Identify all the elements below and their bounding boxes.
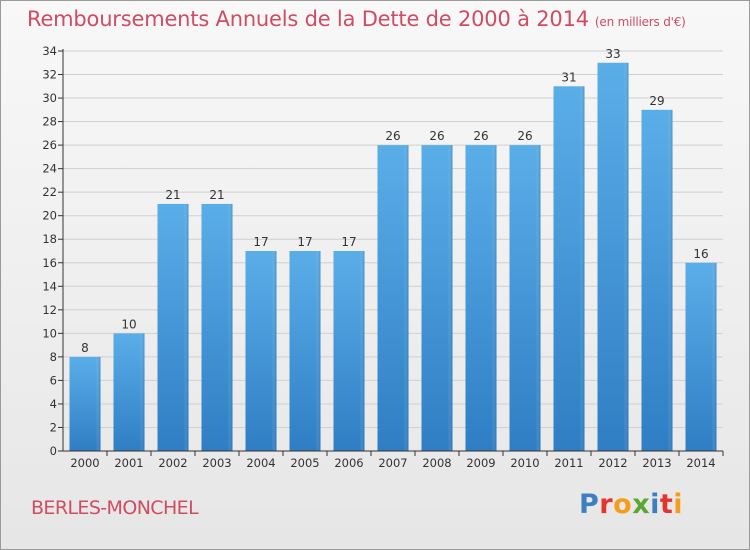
logo-letter: i <box>650 489 660 520</box>
logo-letter: t <box>659 489 674 520</box>
y-tick-label: 22 <box>42 185 57 199</box>
x-tick-label: 2011 <box>554 456 583 470</box>
bar-shade-2005 <box>289 251 321 451</box>
logo-letter: i <box>673 489 684 520</box>
value-label: 33 <box>605 47 620 61</box>
bar-shade-2009 <box>465 145 497 451</box>
value-label: 31 <box>561 70 576 84</box>
x-tick-label: 2003 <box>202 456 231 470</box>
proxiti-logo: Proxiti <box>579 489 683 520</box>
bar-shade-2000 <box>69 356 101 451</box>
value-label: 16 <box>693 247 708 261</box>
y-tick-label: 14 <box>42 279 57 293</box>
x-tick-label: 2012 <box>598 456 627 470</box>
y-tick-label: 18 <box>42 232 57 246</box>
x-tick-label: 2013 <box>642 456 671 470</box>
x-tick-label: 2007 <box>378 456 407 470</box>
y-tick-label: 0 <box>50 444 57 458</box>
logo-letter: P <box>579 489 600 520</box>
y-tick-label: 8 <box>50 350 57 364</box>
x-tick-label: 2000 <box>70 456 99 470</box>
y-tick-label: 10 <box>42 326 57 340</box>
bar-shade-2001 <box>113 333 145 451</box>
value-label: 21 <box>165 188 180 202</box>
x-tick-label: 2002 <box>158 456 187 470</box>
chart-unit-label: (en milliers d'€) <box>594 15 686 29</box>
x-tick-label: 2014 <box>686 456 715 470</box>
y-tick-label: 4 <box>50 397 57 411</box>
bar-shade-2010 <box>509 145 541 451</box>
bar-shade-2014 <box>685 262 717 451</box>
bar-shade-2012 <box>597 62 629 451</box>
chart-title-text: Remboursements Annuels de la Dette de 20… <box>27 7 589 31</box>
value-label: 17 <box>341 235 356 249</box>
x-tick-label: 2004 <box>246 456 275 470</box>
y-tick-label: 26 <box>42 138 57 152</box>
y-tick-label: 34 <box>42 44 57 58</box>
y-tick-label: 30 <box>42 91 57 105</box>
y-tick-label: 16 <box>42 256 57 270</box>
value-label: 26 <box>429 129 444 143</box>
x-tick-label: 2006 <box>334 456 363 470</box>
bar-shade-2007 <box>377 145 409 451</box>
bar-shade-2008 <box>421 145 453 451</box>
value-label: 17 <box>253 235 268 249</box>
y-tick-label: 32 <box>42 68 57 82</box>
data-labels: 8 10 21 21 17 17 17 26 26 26 26 31 33 29 16 <box>81 47 708 355</box>
y-tick-label: 6 <box>50 373 57 387</box>
x-tick-label: 2001 <box>114 456 143 470</box>
value-label: 8 <box>81 341 89 355</box>
x-tick-label: 2005 <box>290 456 319 470</box>
bar-shade-2002 <box>157 203 189 451</box>
bar-shade-2011 <box>553 86 585 451</box>
value-label: 26 <box>517 129 532 143</box>
logo-letter: r <box>599 489 614 520</box>
value-label: 10 <box>121 317 136 331</box>
bar-shade-2006 <box>333 251 365 451</box>
bar-shade-2003 <box>201 203 233 451</box>
y-tick-label: 20 <box>42 209 57 223</box>
x-tick-label: 2010 <box>510 456 539 470</box>
value-label: 21 <box>209 188 224 202</box>
y-tick-label: 28 <box>42 115 57 129</box>
x-tick-label: 2008 <box>422 456 451 470</box>
y-tick-label: 2 <box>50 420 57 434</box>
logo-letter: o <box>613 489 633 520</box>
y-tick-label: 24 <box>42 162 57 176</box>
y-tick-label: 12 <box>42 303 57 317</box>
commune-name: BERLES-MONCHEL <box>31 497 199 519</box>
bar-shade-2013 <box>641 109 673 451</box>
logo-letter: x <box>632 489 651 520</box>
value-label: 29 <box>649 94 664 108</box>
x-tick-label: 2009 <box>466 456 495 470</box>
value-label: 17 <box>297 235 312 249</box>
bars <box>69 62 717 451</box>
value-label: 26 <box>385 129 400 143</box>
value-label: 26 <box>473 129 488 143</box>
bar-shade-2004 <box>245 251 277 451</box>
chart-title: Remboursements Annuels de la Dette de 20… <box>27 7 686 31</box>
